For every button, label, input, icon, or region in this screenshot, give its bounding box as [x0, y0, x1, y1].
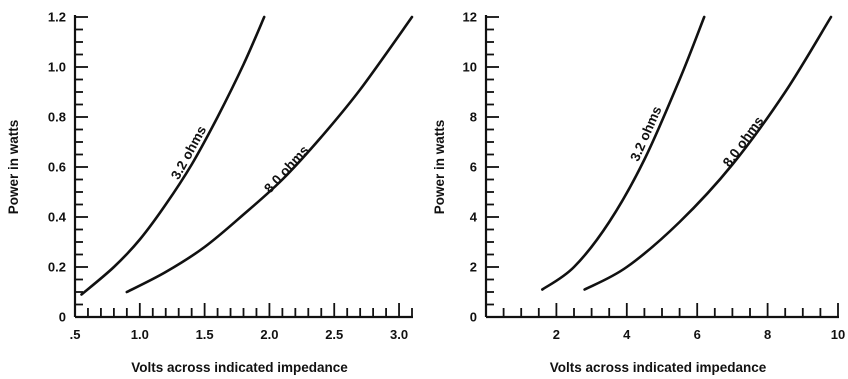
- y-tick-label: 0: [470, 310, 477, 325]
- series-label: 3.2 ohms: [168, 123, 209, 182]
- series-line-8-0-ohms: [125, 15, 414, 294]
- y-tick-label: 0.8: [48, 110, 66, 125]
- x-tick-label: 2.0: [260, 327, 278, 342]
- series-label: 8.0 ohms: [261, 143, 312, 196]
- series-line-3-2-ohms: [541, 15, 706, 291]
- y-tick-label: 0: [59, 310, 66, 325]
- x-tick-label: 8: [764, 327, 771, 342]
- x-tick-label: 6: [694, 327, 701, 342]
- x-tick-label: 4: [623, 327, 631, 342]
- y-tick-label: 12: [463, 10, 477, 25]
- y-tick-label: 6: [470, 160, 477, 175]
- x-tick-label: .5: [70, 327, 81, 342]
- y-tick-label: 1.2: [48, 10, 66, 25]
- x-axis-label: Volts across indicated impedance: [131, 360, 348, 375]
- y-tick-label: 2: [470, 260, 477, 275]
- x-axis-label: Volts across indicated impedance: [550, 360, 767, 375]
- y-tick-label: 0.2: [48, 260, 66, 275]
- y-tick-label: 1.0: [48, 60, 66, 75]
- y-axis-label: Power in watts: [432, 120, 447, 215]
- y-tick-label: 10: [463, 60, 477, 75]
- y-tick-label: 0.6: [48, 160, 66, 175]
- y-tick-label: 0.4: [48, 210, 67, 225]
- series-line-8-0-ohms: [583, 15, 833, 291]
- series-label: 8.0 ohms: [720, 114, 767, 170]
- y-axis-label: Power in watts: [6, 120, 21, 215]
- x-tick-label: 1.0: [131, 327, 149, 342]
- chart-high-power: 0 2 4 6 8 10 12 2 4 6 8 10 Volts across indicated im…: [432, 10, 845, 376]
- x-tick-label: 10: [831, 327, 845, 342]
- chart-low-power: 0 0.2 0.4 0.6 0.8 1.0 1.2 .5 1.0 1.5 2.0 2.5 3.0 Volt…: [6, 10, 414, 375]
- y-tick-label: 4: [470, 210, 478, 225]
- x-tick-label: 2.5: [325, 327, 343, 342]
- x-tick-label: 1.5: [196, 327, 214, 342]
- x-tick-label: 2: [553, 327, 560, 342]
- y-tick-label: 8: [470, 110, 477, 125]
- x-tick-label: 3.0: [390, 327, 408, 342]
- series-line-3-2-ohms: [80, 15, 266, 296]
